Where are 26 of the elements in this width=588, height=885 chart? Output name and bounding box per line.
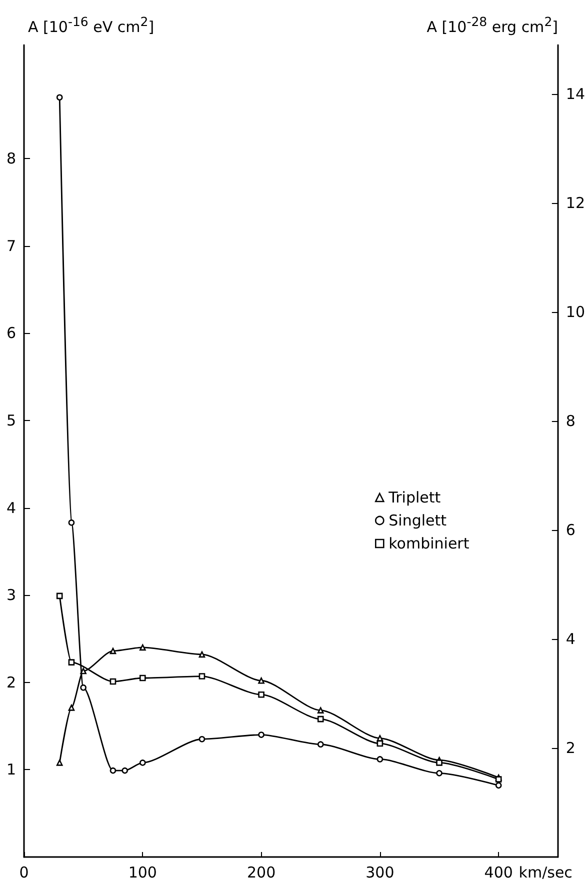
y2-tick-label: 4 [566,630,576,648]
y-tick-label: 1 [6,760,16,779]
y-tick-label: 2 [6,673,16,692]
y2-axis-title: A [10$^{-28}$ erg cm$^{2}$] [426,14,558,36]
y-tick-label: 6 [6,324,16,342]
y2-tick-label: 10 [566,303,586,322]
legend-label: kombiniert [388,534,470,552]
y2-tick-label: 2 [566,739,576,758]
y-axis-title: A [10$^{-16}$ eV cm$^{2}$] [28,14,154,36]
y2-tick-label: 14 [566,85,586,104]
y2-tick-label: 6 [566,521,576,540]
y2-tick-label: 8 [566,412,576,430]
legend-label: Triplett [388,488,441,506]
y2-tick-label: 12 [566,194,586,212]
x-tick-label: 300 [366,864,394,882]
x-tick-label: 400 [484,864,513,882]
x-axis-title: km/sec [518,864,572,882]
y-tick-label: 8 [6,150,16,168]
x-tick-label: 200 [246,864,276,882]
legend-label: Singlett [388,512,447,530]
x-tick-label: 0 [19,864,29,882]
y-tick-label: 7 [6,236,16,255]
y-tick-label: 3 [6,586,16,604]
y-tick-label: 5 [6,411,16,430]
y-tick-label: 4 [6,498,16,517]
x-tick-label: 100 [128,864,157,882]
